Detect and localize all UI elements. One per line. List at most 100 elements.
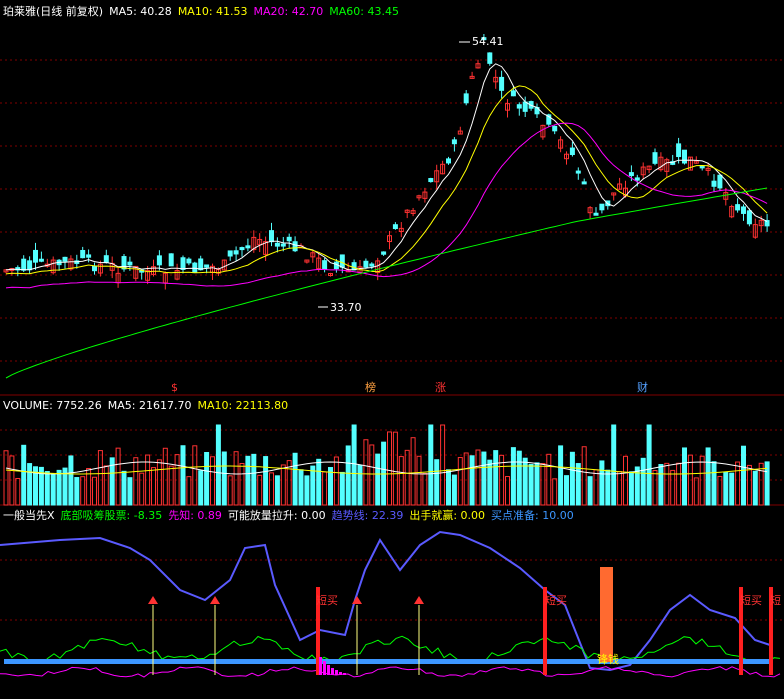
volume-bar — [245, 455, 251, 506]
candle-body — [392, 224, 398, 230]
candle-body — [304, 259, 310, 263]
candle-body — [434, 170, 440, 183]
candle-body — [174, 270, 180, 280]
candle-body — [617, 183, 623, 190]
candle-body — [658, 156, 664, 171]
event-marker-finance[interactable]: 财 — [637, 381, 648, 394]
volume-bar — [687, 454, 693, 506]
volume-bar — [145, 454, 151, 506]
candle-body — [280, 243, 286, 247]
signal-short-buy-4: 短 — [770, 594, 781, 607]
candle-body — [682, 149, 687, 164]
volume-bar — [463, 452, 469, 506]
prophet-hist-5 — [339, 672, 342, 675]
volume-bar — [86, 468, 92, 506]
buy-arrow-head-3 — [414, 596, 424, 604]
volume-bar — [764, 461, 770, 506]
candle-body — [239, 247, 245, 251]
candle-body — [27, 260, 33, 271]
candle-body — [121, 256, 127, 270]
volume-bar — [56, 469, 62, 506]
indicator-item-bottom-accumulate: 底部吸筹股票: -8.35 — [60, 509, 163, 522]
volume-bar — [339, 471, 345, 506]
volume-bar — [505, 476, 510, 506]
volume-bar — [33, 466, 38, 506]
volume-bar — [3, 450, 9, 506]
volume-ma10-readout: MA10: 22113.80 — [197, 399, 289, 412]
candle-body — [510, 90, 516, 97]
volume-bar — [269, 472, 274, 506]
prophet-hist-3 — [331, 668, 334, 675]
candle-body — [257, 238, 263, 246]
candle-body — [499, 76, 505, 91]
volume-bar — [387, 431, 392, 506]
volume-pane-header: VOLUME: 7752.26 MA5: 21617.70 MA10: 22113.… — [3, 399, 294, 413]
volume-bar — [699, 455, 705, 506]
candle-body — [729, 206, 735, 218]
volume-ma5-readout: MA5: 21617.70 — [107, 399, 192, 412]
volume-bar — [310, 465, 316, 506]
candle-body — [50, 259, 56, 274]
volume-readout: VOLUME: 7752.26 — [3, 399, 102, 412]
volume-bar — [280, 464, 286, 506]
volume-bar — [345, 445, 351, 506]
candle-body — [286, 236, 292, 242]
volume-bar — [9, 455, 15, 506]
low-price-label: 33.70 — [330, 301, 362, 314]
volume-ma5-line — [5, 461, 768, 475]
candle-body — [97, 263, 103, 274]
volume-bar — [115, 447, 121, 506]
candle-body — [599, 203, 605, 211]
volume-bar — [658, 464, 664, 506]
volume-bar — [741, 445, 746, 506]
candle-body — [735, 204, 741, 211]
volume-bar — [611, 424, 617, 506]
volume-bar — [239, 463, 245, 506]
event-marker-rank[interactable]: 榜 — [365, 381, 376, 394]
event-marker-limit-up[interactable]: 涨 — [435, 381, 446, 394]
candle-body — [516, 104, 522, 109]
volume-bar — [546, 453, 552, 506]
candle-body — [440, 163, 446, 175]
volume-bar — [475, 449, 481, 506]
volume-bar — [676, 462, 682, 506]
volume-ma10-line — [5, 465, 768, 475]
signal-short-buy-3: 短买 — [740, 594, 762, 607]
candle-body — [186, 258, 192, 264]
candle-body — [564, 153, 569, 160]
candle-body — [151, 266, 156, 275]
volume-bar — [263, 456, 269, 506]
volume-bar — [522, 457, 528, 506]
stock-title: 珀莱雅(日线 前复权) — [3, 5, 104, 18]
candle-body — [652, 152, 658, 164]
candle-body — [221, 259, 227, 271]
candle-body — [469, 75, 475, 79]
event-marker-dollar[interactable]: $ — [171, 381, 178, 394]
candle-body — [127, 261, 133, 266]
candle-body — [328, 273, 333, 277]
short-buy-bar-1 — [543, 587, 547, 675]
volume-bar — [516, 450, 522, 506]
candle-body — [457, 130, 463, 135]
volume-bar — [581, 446, 587, 506]
candle-body — [251, 236, 257, 251]
candle-body — [593, 212, 599, 216]
volume-bar — [392, 431, 398, 506]
candle-body — [587, 207, 593, 214]
volume-bar — [221, 451, 227, 506]
candle-body — [68, 258, 74, 270]
candle-body — [693, 160, 699, 164]
fortune-bar — [600, 567, 613, 662]
volume-bar — [74, 477, 80, 506]
candle-body — [451, 139, 457, 145]
volume-bar — [693, 477, 699, 506]
volume-bar — [628, 471, 634, 506]
candle-body — [481, 37, 487, 41]
candle-body — [269, 230, 274, 243]
volume-bar — [711, 461, 717, 506]
indicator-item-buy-ready: 买点准备: 10.00 — [491, 509, 574, 522]
indicator-pane-header: 一般当先X 底部吸筹股票: -8.35 先知: 0.89 可能放量拉升: 0.00 趋势… — [3, 509, 580, 523]
candle-body — [322, 260, 328, 270]
volume-bar — [510, 447, 516, 506]
